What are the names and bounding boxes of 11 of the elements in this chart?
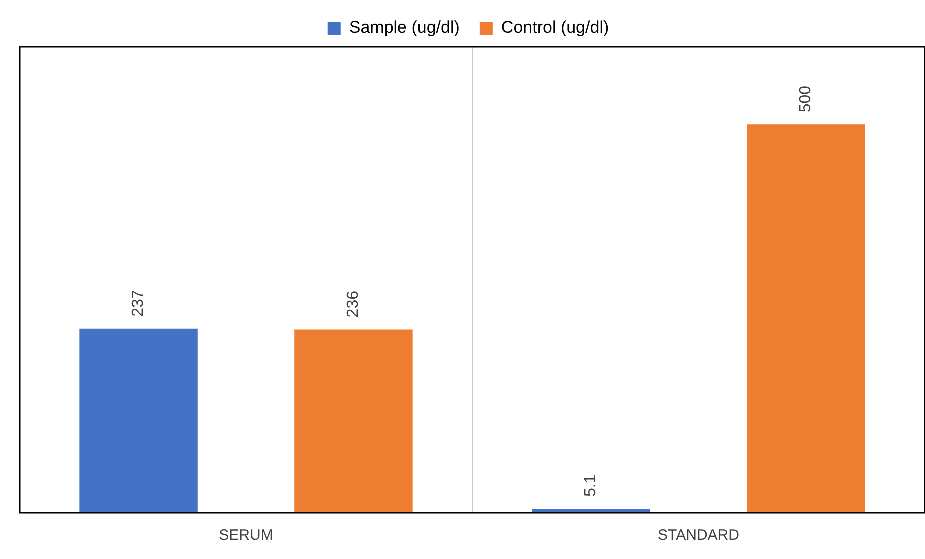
data-label: 5.1 xyxy=(582,474,600,498)
x-tick-label: STANDARD xyxy=(658,527,740,544)
data-label: 236 xyxy=(345,290,362,318)
legend-label: Sample (ug/dl) xyxy=(349,18,460,38)
bar xyxy=(80,328,198,513)
data-label: 237 xyxy=(130,290,148,317)
x-tick-label: SERUM xyxy=(219,527,274,544)
bar xyxy=(294,330,413,513)
bar xyxy=(747,124,866,513)
data-label: 500 xyxy=(798,86,815,113)
legend-label: Control (ug/dl) xyxy=(501,18,610,38)
